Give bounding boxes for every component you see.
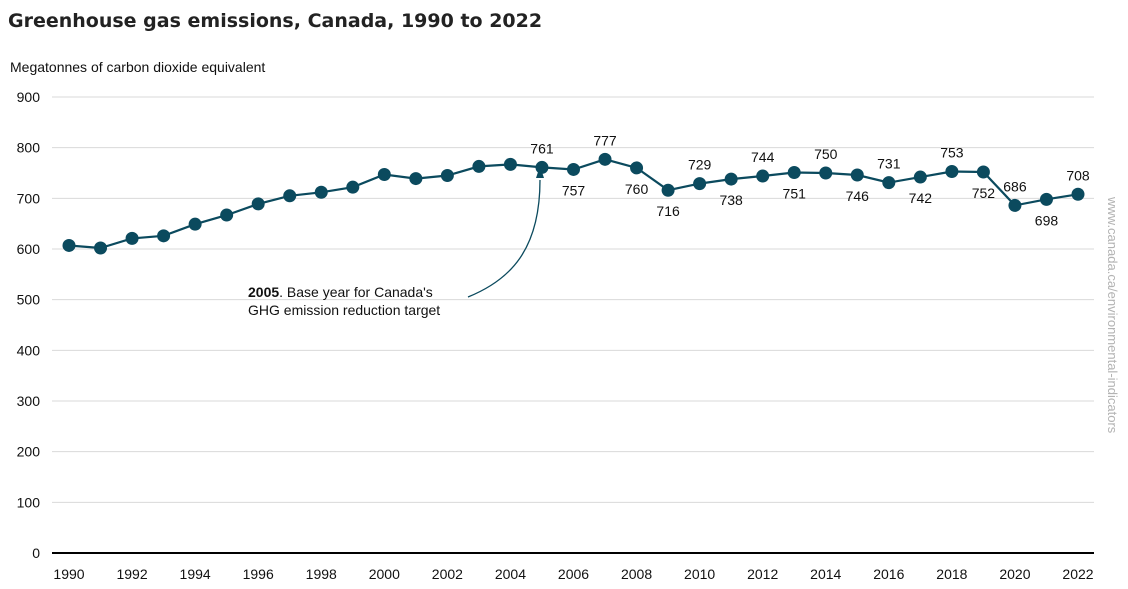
x-tick-label-1998: 1998 [306,566,337,582]
x-tick-label-1990: 1990 [53,566,84,582]
x-tick-label-2022: 2022 [1062,566,1093,582]
data-point-2019 [976,165,990,179]
data-label-2011: 738 [719,192,743,208]
data-point-2014 [819,166,833,180]
data-label-2019: 752 [972,185,996,201]
data-point-2009 [661,183,675,197]
data-label-2015: 746 [846,188,870,204]
data-point-2020 [1008,198,1022,212]
y-tick-label-200: 200 [17,444,41,460]
source-url-text: www.canada.ca/environmental-indicators [1105,196,1120,434]
data-point-2006 [567,162,580,176]
data-point-1999 [346,180,360,194]
annotation-arrow [467,179,541,298]
data-label-2010: 729 [688,157,712,173]
y-tick-label-900: 900 [17,89,41,105]
x-tick-label-1996: 1996 [243,566,274,582]
y-tick-label-500: 500 [17,292,41,308]
y-tick-label-300: 300 [17,393,41,409]
data-point-1997 [283,189,297,203]
annotation-text-rest: . Base year for Canada's [279,284,433,300]
base-year-annotation: 2005. Base year for Canada's GHG emissio… [248,166,544,318]
data-point-2005 [535,160,549,174]
data-labels: 761 757 777 760 716 729 738 744 751 750 746 731 742 7… [530,132,1090,228]
x-tick-label-2006: 2006 [558,566,589,582]
data-label-2008: 760 [625,181,649,197]
x-tick-label-2020: 2020 [999,566,1030,582]
data-point-1991 [94,241,108,255]
data-point-2001 [409,172,423,186]
data-label-2017: 742 [909,190,933,206]
data-points [62,152,1085,255]
x-tick-label-1994: 1994 [180,566,211,582]
data-label-2013: 751 [783,185,807,201]
data-label-2018: 753 [940,144,964,160]
data-point-2000 [377,168,391,182]
data-point-2015 [850,168,864,182]
data-point-2003 [472,159,486,173]
data-label-2020: 686 [1003,178,1027,194]
data-point-1993 [157,229,171,243]
x-tick-label-2000: 2000 [369,566,400,582]
data-point-2007 [598,152,612,166]
x-tick-label-2012: 2012 [747,566,778,582]
y-axis-unit-label: Megatonnes of carbon dioxide equivalent [10,59,265,75]
data-label-2022: 708 [1066,167,1090,183]
y-tick-label-0: 0 [32,545,40,561]
data-point-2021 [1039,192,1053,206]
data-point-2012 [756,169,770,183]
data-label-2006: 757 [562,182,586,198]
x-tick-label-2004: 2004 [495,566,526,582]
data-label-2021: 698 [1035,212,1059,228]
y-tick-label-100: 100 [17,494,41,510]
x-tick-label-2010: 2010 [684,566,715,582]
x-tick-label-2002: 2002 [432,566,463,582]
x-tick-label-1992: 1992 [116,566,147,582]
data-point-1990 [62,238,76,252]
data-label-2005: 761 [530,140,554,156]
gridlines [52,96,1094,503]
annotation-year: 2005 [248,284,279,300]
x-tick-label-2016: 2016 [873,566,904,582]
y-tick-label-700: 700 [17,190,41,206]
x-tick-label-2014: 2014 [810,566,841,582]
data-point-2002 [440,169,454,183]
data-label-2016: 731 [877,156,901,172]
data-point-2016 [882,176,896,190]
chart-title: Greenhouse gas emissions, Canada, 1990 t… [8,10,543,32]
x-tick-label-2008: 2008 [621,566,652,582]
x-tick-label-2018: 2018 [936,566,967,582]
data-point-1998 [314,185,328,199]
data-point-2010 [693,177,707,191]
data-point-1996 [251,197,265,211]
data-point-2008 [630,161,644,175]
data-point-2018 [945,164,959,178]
annotation-text-line1: 2005. Base year for Canada's [248,284,433,300]
data-point-2013 [787,165,801,179]
data-point-1994 [188,217,202,231]
data-label-2014: 750 [814,146,838,162]
y-axis-ticks: 0 100 200 300 400 500 600 700 800 900 [17,89,41,561]
data-point-2017 [913,170,927,184]
data-point-2011 [724,172,738,186]
data-point-1995 [220,208,234,222]
x-axis-ticks: 1990 1992 1994 1996 1998 2000 2002 2004 2006 2008… [53,566,1093,582]
data-point-1992 [125,231,139,245]
y-tick-label-600: 600 [17,241,41,257]
data-label-2009: 716 [656,203,680,219]
data-point-2022 [1071,187,1085,201]
data-label-2012: 744 [751,149,775,165]
y-tick-label-800: 800 [17,140,41,156]
annotation-text-line2: GHG emission reduction target [248,302,440,318]
data-point-2004 [503,157,517,171]
data-label-2007: 777 [593,132,617,148]
y-tick-label-400: 400 [17,342,41,358]
